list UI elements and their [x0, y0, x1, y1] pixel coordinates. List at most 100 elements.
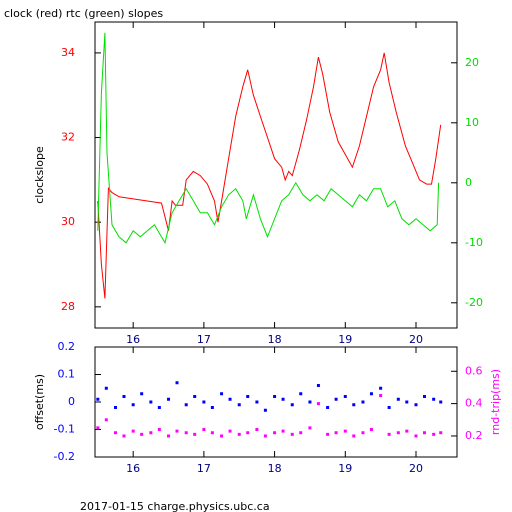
x-tick-label: 17 — [197, 333, 211, 346]
scatter-point — [140, 432, 144, 436]
y2-tick-label: 0 — [465, 176, 472, 189]
y2-tick-label: 10 — [465, 116, 479, 129]
y2-axis-label: rnd-trip(ms) — [489, 369, 502, 435]
scatter-point — [184, 403, 188, 407]
scatter-point — [299, 431, 303, 435]
scatter-point — [220, 392, 224, 396]
scatter-point — [193, 395, 197, 398]
scatter-point — [316, 402, 320, 406]
scatter-point — [352, 403, 356, 407]
scatter-point — [237, 403, 241, 407]
scatter-point — [281, 429, 285, 433]
scatter-point — [405, 429, 409, 433]
scatter-point — [131, 429, 135, 433]
x-tick-label: 20 — [409, 462, 423, 475]
scatter-point — [290, 432, 294, 436]
scatter-point — [202, 400, 206, 404]
scatter-point — [237, 432, 241, 436]
x-tick-label: 19 — [338, 333, 352, 346]
scatter-point — [175, 381, 179, 385]
scatter-point — [290, 403, 294, 407]
scatter-point — [308, 426, 312, 430]
y2-tick-label: 20 — [465, 56, 479, 69]
y-tick-label: -0.2 — [54, 450, 75, 463]
scatter-point — [361, 431, 365, 435]
y2-tick-label: -20 — [465, 296, 483, 309]
scatter-point — [157, 428, 161, 431]
scatter-point — [96, 426, 100, 430]
scatter-point — [246, 395, 250, 398]
series-line — [97, 32, 440, 245]
scatter-point — [387, 432, 391, 436]
scatter-point — [379, 386, 383, 390]
scatter-point — [343, 395, 347, 398]
scatter-point — [308, 400, 312, 404]
y-tick-label: 32 — [61, 131, 75, 144]
scatter-point — [343, 429, 347, 433]
x-tick-label: 17 — [197, 462, 211, 475]
y-tick-label: 28 — [61, 300, 75, 313]
scatter-point — [422, 431, 426, 435]
scatter-point — [246, 431, 250, 435]
scatter-point — [263, 408, 267, 412]
scatter-point — [432, 397, 436, 401]
scatter-point — [414, 403, 418, 407]
scatter-point — [379, 394, 383, 398]
scatter-point — [149, 400, 153, 404]
scatter-point — [432, 432, 436, 436]
scatter-point — [369, 392, 373, 396]
x-tick-label: 16 — [126, 333, 140, 346]
scatter-point — [122, 395, 126, 398]
scatter-point — [316, 384, 320, 387]
scatter-point — [210, 406, 214, 409]
y2-tick-label: -10 — [465, 236, 483, 249]
scatter-point — [131, 403, 135, 407]
scatter-point — [255, 428, 259, 431]
scatter-point — [422, 395, 426, 398]
scatter-point — [361, 400, 365, 404]
scatter-point — [439, 431, 443, 435]
scatter-point — [387, 406, 391, 409]
y-axis-label: clockslope — [33, 146, 46, 204]
footer: 2017-01-15 charge.physics.ubc.ca — [80, 500, 270, 512]
scatter-point — [114, 406, 118, 409]
scatter-point — [193, 432, 197, 436]
scatter-point — [369, 428, 373, 431]
scatter-point — [273, 431, 277, 435]
scatter-point — [184, 431, 188, 435]
scatter-point — [273, 395, 277, 398]
scatter-point — [396, 431, 400, 435]
y-tick-label: -0.1 — [54, 423, 75, 436]
scatter-point — [228, 429, 232, 433]
x-tick-label: 18 — [268, 462, 282, 475]
scatter-point — [104, 386, 108, 390]
y-axis-label: offset(ms) — [33, 374, 46, 430]
scatter-point — [326, 406, 330, 409]
scatter-point — [220, 434, 224, 438]
scatter-point — [334, 431, 338, 435]
scatter-point — [96, 397, 100, 401]
scatter-point — [228, 397, 232, 401]
scatter-point — [299, 392, 303, 396]
scatter-point — [396, 397, 400, 401]
series-line — [97, 52, 442, 299]
scatter-point — [439, 400, 443, 404]
y-tick-label: 0.1 — [58, 368, 76, 381]
x-tick-label: 16 — [126, 462, 140, 475]
y-tick-label: 0.2 — [58, 340, 76, 353]
scatter-point — [122, 434, 126, 438]
y2-tick-label: 0.4 — [465, 397, 483, 410]
scatter-point — [281, 397, 285, 401]
scatter-point — [157, 406, 161, 409]
y-tick-label: 34 — [61, 46, 75, 59]
y2-tick-label: 0.2 — [465, 429, 483, 442]
scatter-point — [167, 397, 171, 401]
scatter-point — [175, 429, 179, 433]
plot-frame — [94, 21, 458, 329]
scatter-point — [326, 432, 330, 436]
y2-tick-label: 0.6 — [465, 364, 483, 377]
y-tick-label: 30 — [61, 215, 75, 228]
scatter-point — [140, 392, 144, 396]
